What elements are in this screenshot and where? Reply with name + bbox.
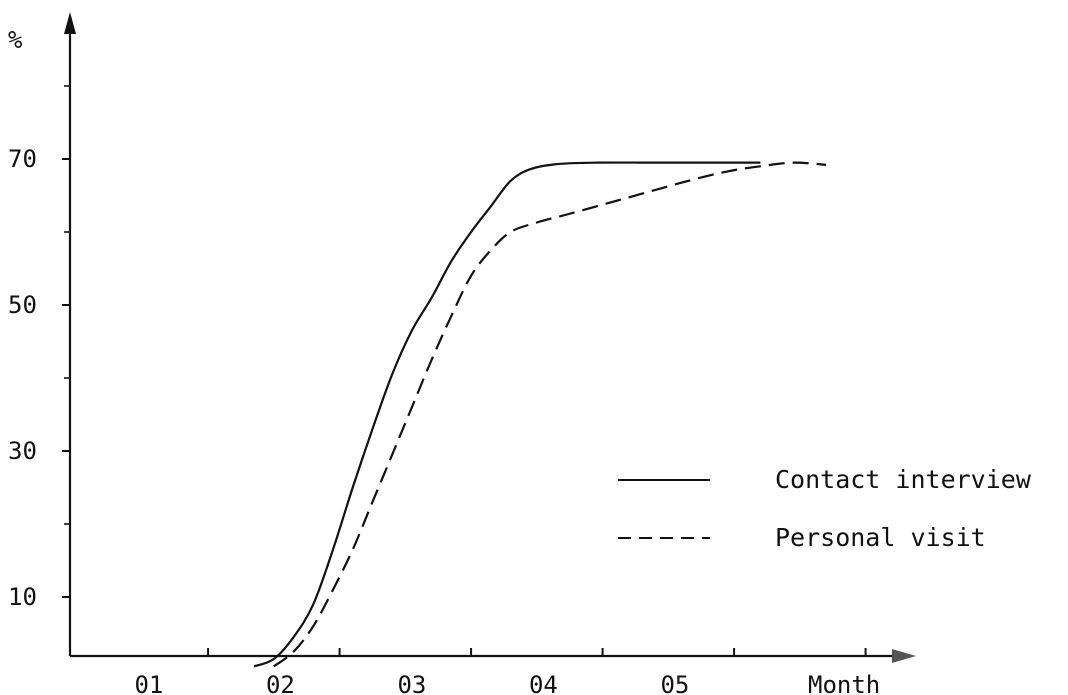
x-tick-label: 01 bbox=[134, 671, 163, 695]
x-tick-label: 05 bbox=[660, 671, 689, 695]
x-tick-label: 03 bbox=[397, 671, 426, 695]
x-tick-label: 04 bbox=[529, 671, 558, 695]
y-axis-label: % bbox=[8, 26, 23, 54]
series-lines bbox=[253, 161, 827, 668]
axes bbox=[64, 12, 916, 663]
y-tick-label: 30 bbox=[8, 437, 37, 465]
series-line-personal-visit bbox=[273, 161, 827, 668]
y-tick-label: 70 bbox=[8, 145, 37, 173]
y-tick-label: 10 bbox=[8, 583, 37, 611]
x-axis-label: Month bbox=[808, 671, 880, 695]
ticks bbox=[62, 85, 867, 656]
x-axis-arrow bbox=[892, 649, 916, 663]
series-line-contact-interview bbox=[253, 161, 761, 668]
legend: Contact interview Personal visit bbox=[618, 465, 1032, 552]
y-axis-arrow bbox=[64, 12, 76, 34]
legend-label-personal-visit: Personal visit bbox=[775, 523, 986, 552]
y-tick-label: 50 bbox=[8, 291, 37, 319]
legend-label-contact-interview: Contact interview bbox=[775, 465, 1032, 494]
x-tick-label: 02 bbox=[266, 671, 295, 695]
tick-labels: 10 30 50 70 01 02 03 04 05 bbox=[8, 145, 689, 695]
